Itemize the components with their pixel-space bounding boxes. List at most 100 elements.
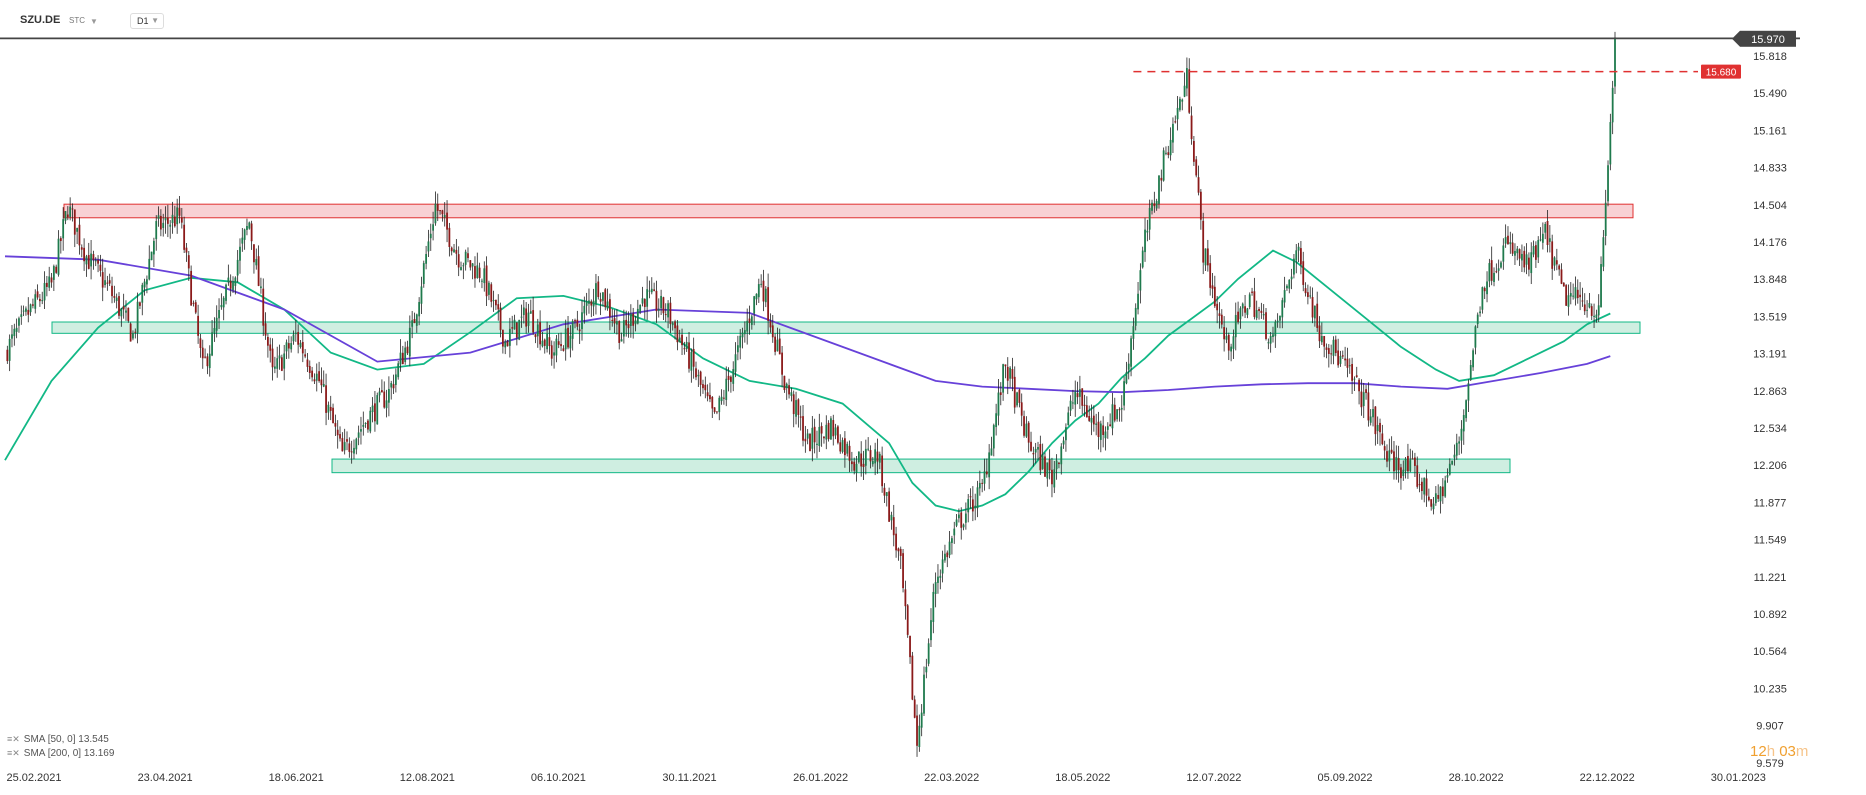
candle-body — [539, 322, 542, 345]
symbol-dropdown-icon[interactable]: ▼ — [90, 17, 98, 26]
candle-body — [411, 320, 414, 327]
candle-body — [41, 300, 44, 302]
candle-body — [215, 317, 218, 331]
candle-body — [1225, 335, 1228, 340]
candle-body — [1234, 315, 1237, 338]
candle-body — [723, 397, 725, 399]
candle-body — [1474, 326, 1477, 348]
candle-body — [187, 255, 190, 269]
sma-line-2000 — [4, 255, 1611, 394]
candle-body — [1488, 263, 1491, 282]
candle-body — [204, 356, 206, 358]
candle-body — [578, 329, 581, 332]
candle-body — [1283, 290, 1286, 303]
current-price-tag-arrow — [1732, 30, 1740, 47]
candle-body — [992, 425, 995, 449]
candle-body — [820, 425, 823, 434]
candle-body — [976, 487, 979, 509]
timeframe-select[interactable]: D1 ▼ — [130, 13, 164, 29]
candle-body — [1018, 389, 1021, 403]
candle-body — [315, 373, 318, 381]
candle-body — [1111, 404, 1114, 429]
candle-body — [546, 334, 548, 350]
y-tick-label: 10.235 — [1753, 683, 1787, 695]
candle-body — [1088, 416, 1091, 421]
candle-body — [185, 247, 188, 253]
candle-body — [1309, 295, 1312, 297]
settings-icon[interactable]: ≡✕ — [7, 748, 20, 758]
candle-body — [785, 383, 788, 388]
candle-body — [155, 221, 158, 240]
candle-body — [520, 316, 523, 318]
candle-body — [1099, 423, 1102, 440]
candle-body — [1579, 294, 1582, 298]
candle-body — [455, 249, 458, 254]
candle-body — [899, 548, 902, 556]
symbol-label[interactable]: SZU.DE — [20, 14, 61, 26]
candle-body — [660, 295, 662, 309]
candle-body — [1611, 87, 1614, 123]
settings-icon[interactable]: ≡✕ — [7, 734, 20, 744]
candle-body — [569, 335, 572, 349]
candle-body — [1281, 300, 1284, 318]
candle-body — [197, 315, 200, 336]
candle-body — [429, 233, 432, 239]
candle-body — [743, 330, 746, 335]
candle-body — [495, 299, 497, 306]
candle-body — [736, 345, 739, 353]
candle-body — [399, 352, 402, 365]
candle-body — [629, 313, 632, 326]
candle-body — [1430, 499, 1433, 507]
candle-body — [941, 559, 944, 574]
candle-body — [343, 442, 346, 451]
candle-body — [1206, 248, 1209, 266]
candle-body — [1479, 311, 1481, 314]
candle-body — [857, 451, 860, 463]
candle-countdown: 12h 03m — [1750, 743, 1809, 760]
candle-body — [1188, 69, 1191, 113]
legend-sma-50[interactable]: ≡✕ SMA [50, 0] 13.545 — [7, 734, 109, 745]
candle-body — [1006, 366, 1009, 381]
legend-sma-200[interactable]: ≡✕ SMA [200, 0] 13.169 — [7, 748, 114, 759]
candle-body — [518, 319, 521, 340]
candle-body — [1272, 334, 1274, 337]
candle-body — [381, 390, 383, 393]
candle-body — [1286, 285, 1288, 289]
candle-body — [1472, 350, 1474, 368]
candle-body — [762, 280, 765, 302]
candle-body — [1199, 191, 1202, 220]
y-tick-label: 11.877 — [1754, 497, 1787, 509]
y-tick-label: 14.833 — [1753, 163, 1787, 175]
candle-body — [1367, 392, 1370, 421]
candle-body — [38, 298, 41, 302]
candle-body — [1390, 449, 1393, 453]
candle-body — [125, 310, 127, 313]
candle-body — [78, 224, 81, 246]
candle-body — [1223, 327, 1226, 340]
candle-body — [513, 319, 516, 330]
candle-body — [1360, 391, 1363, 408]
candle-body — [923, 674, 925, 714]
candle-body — [1037, 447, 1039, 450]
candle-body — [446, 212, 448, 230]
candle-body — [1302, 261, 1305, 285]
candle-body — [1460, 428, 1463, 441]
x-tick-label: 06.10.2021 — [531, 772, 586, 784]
candle-body — [27, 309, 30, 315]
candle-body — [1320, 336, 1323, 343]
y-tick-label: 13.848 — [1753, 274, 1787, 286]
candle-body — [439, 210, 441, 212]
candle-body — [71, 208, 74, 210]
candle-body — [934, 582, 937, 594]
candle-body — [664, 314, 667, 316]
candle-body — [1179, 98, 1181, 110]
candle-body — [706, 392, 709, 397]
x-tick-label: 12.08.2021 — [400, 772, 455, 784]
candle-body — [1593, 315, 1595, 317]
candle-body — [220, 305, 223, 308]
candle-body — [618, 320, 621, 343]
timer-hours: 12 — [1750, 743, 1767, 760]
candle-body — [1323, 336, 1326, 347]
candle-body — [1346, 358, 1349, 368]
